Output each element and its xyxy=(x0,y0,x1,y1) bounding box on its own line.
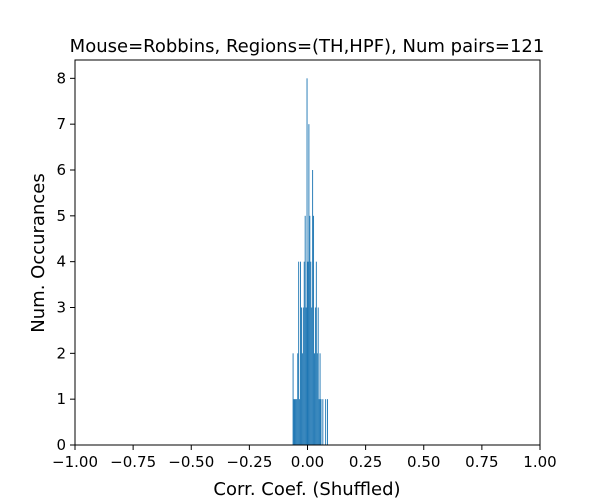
histogram-bar xyxy=(314,353,315,445)
histogram-bar xyxy=(293,399,295,445)
chart-title: Mouse=Robbins, Regions=(TH,HPF), Num pai… xyxy=(70,36,545,57)
y-tick-label: 0 xyxy=(56,436,66,454)
histogram-bar xyxy=(319,353,321,445)
histogram-bar xyxy=(296,399,298,445)
histogram-bar xyxy=(299,399,301,445)
histogram-bar xyxy=(312,170,314,445)
x-tick-label: 0.50 xyxy=(407,453,440,471)
histogram-bar xyxy=(302,307,304,445)
histogram-bar xyxy=(298,261,300,445)
y-tick-label: 6 xyxy=(56,161,66,179)
y-tick-label: 3 xyxy=(56,299,66,317)
histogram-bar xyxy=(300,261,301,445)
x-tick-label: −1.00 xyxy=(52,453,98,471)
histogram-bar xyxy=(303,261,305,445)
histogram-bar xyxy=(318,399,320,445)
y-tick-label: 8 xyxy=(56,69,66,87)
bars-group xyxy=(292,78,328,446)
histogram-bar xyxy=(327,399,328,445)
x-axis-label: Corr. Coef. (Shuffled) xyxy=(213,479,400,500)
histogram-bar xyxy=(320,399,322,445)
x-tick-label: 0.25 xyxy=(349,453,382,471)
histogram-bar xyxy=(322,399,324,445)
histogram-bar xyxy=(306,78,308,445)
histogram-bar xyxy=(311,307,313,445)
y-tick-label: 1 xyxy=(56,390,66,408)
histogram-bar xyxy=(304,215,306,445)
x-axis: −1.00 −0.75 −0.50 −0.25 0.00 0.25 0.50 0.75 1.00 xyxy=(52,445,557,471)
histogram-bar xyxy=(316,353,318,445)
histogram-bar xyxy=(313,215,315,445)
histogram-bar xyxy=(305,307,307,445)
histogram-bar xyxy=(314,307,316,445)
histogram-bar xyxy=(315,261,317,445)
x-tick-label: 1.00 xyxy=(523,453,556,471)
histogram-bar xyxy=(300,307,302,445)
y-axis-label: Num. Occurances xyxy=(28,173,49,332)
histogram-bar xyxy=(325,399,327,445)
y-tick-label: 4 xyxy=(56,253,66,271)
y-tick-label: 7 xyxy=(56,115,66,133)
histogram-bar xyxy=(297,353,299,445)
histogram-bar xyxy=(292,353,294,445)
histogram-bar xyxy=(308,124,310,446)
y-tick-label: 5 xyxy=(56,207,66,225)
x-tick-label: −0.75 xyxy=(110,453,156,471)
x-tick-label: 0.75 xyxy=(465,453,498,471)
histogram-bar xyxy=(309,215,311,445)
y-axis: 0 1 2 3 4 5 6 7 8 xyxy=(56,69,75,454)
histogram-bar xyxy=(310,261,312,445)
x-tick-label: 0.00 xyxy=(291,453,324,471)
histogram-bar xyxy=(294,399,296,445)
x-tick-label: −0.25 xyxy=(226,453,272,471)
y-tick-label: 2 xyxy=(56,344,66,362)
x-tick-label: −0.50 xyxy=(168,453,214,471)
histogram-bar xyxy=(295,399,297,445)
histogram-bar xyxy=(301,353,303,445)
histogram-bar xyxy=(317,307,319,445)
histogram-bar xyxy=(307,261,309,445)
